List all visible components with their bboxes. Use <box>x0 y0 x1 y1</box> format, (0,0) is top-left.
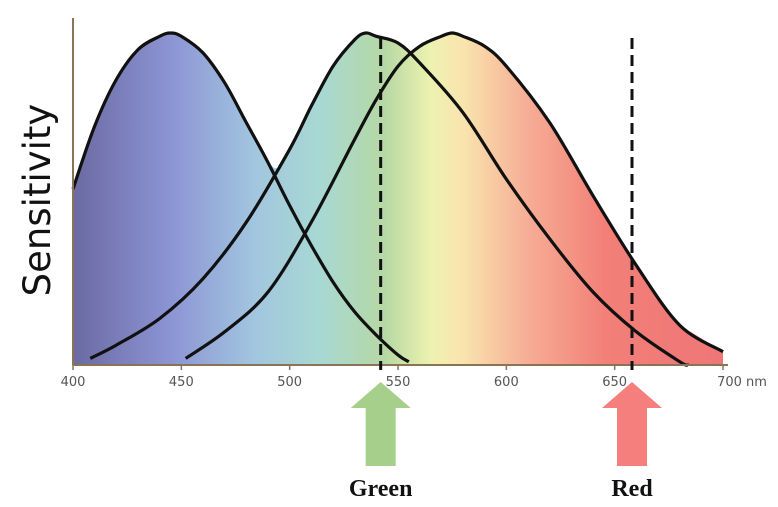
x-tick-label: 600 <box>494 375 519 390</box>
x-tick-label: 550 <box>386 375 411 390</box>
red-arrow-icon <box>602 382 662 466</box>
green-marker-label: Green <box>349 476 413 502</box>
y-axis-label: Sensitivity <box>16 104 59 297</box>
sensitivity-curve-2 <box>89 31 689 367</box>
wavelength-markers: Green Red <box>349 38 662 502</box>
x-axis-ticks: 400 450 500 550 600 650 700 nm <box>61 365 767 390</box>
x-tick-label: 700 nm <box>717 375 767 390</box>
x-tick-label: 500 <box>277 375 302 390</box>
red-marker-label: Red <box>611 476 653 502</box>
spectrum-background <box>73 32 723 365</box>
sensitivity-curves <box>71 31 724 367</box>
green-arrow-icon <box>350 382 411 466</box>
x-tick-label: 450 <box>169 375 194 390</box>
x-tick-label: 400 <box>61 375 86 390</box>
sensitivity-curve-3 <box>184 31 724 360</box>
sensitivity-curve-1 <box>71 31 410 364</box>
x-tick-label: 650 <box>602 375 627 390</box>
